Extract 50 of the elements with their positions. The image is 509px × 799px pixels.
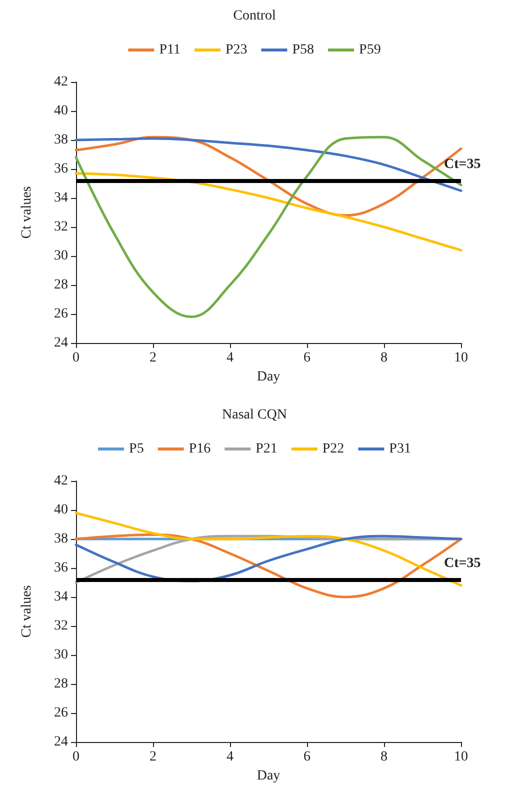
y-tick-label: 24 — [54, 734, 68, 750]
x-tick-label: 10 — [454, 750, 468, 764]
y-tick-label: 32 — [54, 220, 68, 234]
y-tick-label: 28 — [54, 676, 68, 692]
legend-label: P5 — [129, 442, 144, 456]
x-tick-label: 2 — [150, 350, 156, 366]
y-tick-label: 38 — [54, 532, 68, 546]
x-axis-title: Day — [256, 369, 280, 384]
x-tick-label: 8 — [380, 350, 388, 366]
y-tick-label: 26 — [54, 706, 68, 720]
y-tick-label: 34 — [54, 190, 68, 206]
y-tick-label: 42 — [54, 474, 68, 488]
y-axis-title: Ct values — [20, 186, 34, 239]
x-tick-label: 6 — [304, 350, 310, 366]
legend-label: P31 — [389, 442, 411, 456]
ref-line-label: Ct=35 — [444, 556, 481, 572]
legend-label: P22 — [322, 442, 344, 456]
y-tick-label: 24 — [54, 336, 68, 350]
x-axis-title: Day — [256, 768, 280, 784]
y-tick-label: 26 — [54, 306, 68, 322]
y-tick-label: 30 — [54, 648, 68, 662]
x-tick-label: 10 — [454, 350, 468, 366]
chart-title: Control — [233, 8, 276, 24]
y-tick-label: 42 — [54, 74, 68, 90]
y-tick-label: 28 — [54, 278, 68, 292]
x-tick-label: 2 — [150, 750, 156, 764]
legend-label: P59 — [359, 42, 381, 58]
x-tick-label: 0 — [72, 750, 80, 764]
chart-title: Nasal CQN — [222, 408, 287, 422]
x-tick-label: 4 — [226, 750, 234, 764]
x-tick-label: 0 — [72, 350, 80, 366]
y-tick-label: 38 — [54, 132, 68, 148]
y-tick-label: 30 — [54, 248, 68, 264]
x-tick-label: 8 — [380, 750, 388, 764]
legend-label: P21 — [256, 442, 278, 456]
x-tick-label: 6 — [304, 750, 310, 764]
legend-label: P23 — [225, 42, 248, 58]
ref-line-label: Ct=35 — [444, 157, 481, 172]
y-tick-label: 40 — [54, 104, 68, 118]
y-tick-label: 34 — [54, 590, 68, 604]
y-axis-title: Ct values — [20, 585, 34, 638]
y-tick-label: 36 — [54, 162, 68, 176]
legend-label: P16 — [188, 442, 211, 456]
legend-label: P58 — [292, 42, 314, 58]
x-tick-label: 4 — [226, 350, 234, 366]
line-series — [74, 172, 462, 252]
y-tick-label: 32 — [54, 618, 68, 634]
legend-label: P11 — [159, 42, 180, 58]
y-tick-label: 36 — [54, 560, 68, 576]
y-tick-label: 40 — [54, 502, 68, 518]
